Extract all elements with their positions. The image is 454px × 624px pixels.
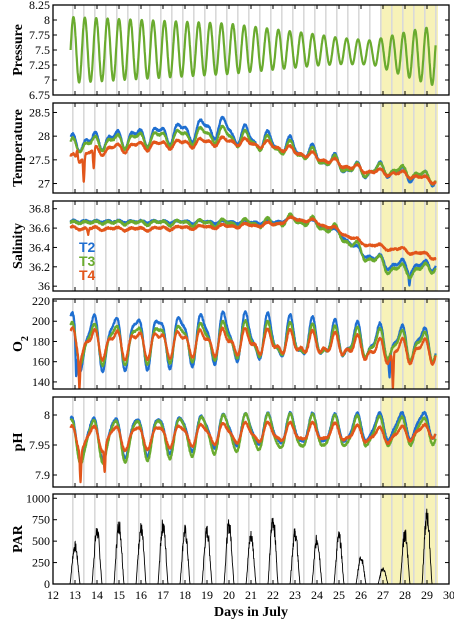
y-tick-label: 160 [32, 355, 50, 369]
series-group [69, 410, 437, 484]
y-tick-label: 7.75 [29, 28, 50, 42]
x-tick-label: 18 [179, 588, 191, 602]
series-group [69, 16, 437, 86]
x-tick-label: 16 [135, 588, 147, 602]
y-tick-label: 28.5 [29, 105, 50, 119]
panel-oxygen: 140 160 180 200 220 O2 [11, 294, 450, 390]
legend-entry-T2: T2 [79, 239, 96, 255]
x-tick-label: 15 [113, 588, 125, 602]
panels: 6.7577.257.57.7588.25Pressure2727.52828.… [11, 0, 450, 591]
x-tick-label: 26 [355, 588, 367, 602]
y-axis-label-subscript: 2 [20, 336, 31, 341]
y-tick-label: 140 [32, 375, 50, 389]
x-tick-label: 28 [399, 588, 411, 602]
series-T4-line [69, 215, 437, 261]
y-tick-label: 200 [32, 314, 50, 328]
series-T4-line [69, 135, 437, 186]
y-tick-label: 27.5 [29, 153, 50, 167]
x-tick-label: 29 [421, 588, 433, 602]
y-tick-label: 500 [32, 534, 50, 548]
series-group [69, 212, 437, 287]
series-T3-line [69, 212, 437, 280]
x-tick-label: 30 [443, 588, 454, 602]
y-tick-label: 36.2 [29, 260, 50, 274]
x-axis: 12 13 14 15 16 17 18 19 20 21 22 23 24 25 26 27 28 29 30 [47, 588, 454, 602]
y-axis-label-oxygen: O2 [11, 336, 31, 352]
legend-entry-T4: T4 [79, 267, 96, 283]
series-pressure-line [69, 16, 437, 86]
x-tick-label: 17 [157, 588, 169, 602]
series-par-line [69, 508, 437, 584]
y-tick-label: 8 [44, 408, 50, 422]
x-tick-label: 23 [289, 588, 301, 602]
y-tick-label: 36.6 [29, 221, 50, 235]
x-axis-label: Days in July [214, 605, 288, 620]
series-group [69, 115, 437, 188]
x-tick-label: 19 [201, 588, 213, 602]
y-tick-label: 7.25 [29, 58, 50, 72]
series-group [69, 310, 437, 389]
y-tick-label: 8 [44, 13, 50, 27]
y-tick-label: 36.8 [29, 202, 50, 216]
y-axis-label-salinity: Salinity [11, 223, 26, 269]
y-tick-label: 7.95 [29, 438, 50, 452]
y-tick-label: 28 [38, 129, 50, 143]
x-tick-label: 27 [377, 588, 389, 602]
y-tick-label: 27 [38, 177, 50, 191]
y-tick-label: 7 [44, 73, 50, 87]
y-tick-label: 7.5 [35, 43, 50, 57]
y-tick-label: 1000 [26, 491, 50, 505]
x-tick-label: 14 [91, 588, 103, 602]
y-axis-label-par: PAR [11, 524, 26, 553]
highlight-band [380, 494, 438, 584]
x-tick-label: 22 [267, 588, 279, 602]
panel-par: 0 250 500 750 1000 PAR [11, 491, 450, 591]
y-tick-label: 220 [32, 294, 50, 308]
x-tick-label: 21 [245, 588, 257, 602]
y-tick-label: 7.9 [35, 468, 50, 482]
series-T4-line [69, 326, 437, 389]
x-tick-label: 25 [333, 588, 345, 602]
x-tick-label: 12 [47, 588, 59, 602]
series-T4-line [69, 420, 437, 484]
y-tick-label: 0 [44, 577, 50, 591]
y-tick-label: 36.4 [29, 240, 50, 254]
series-group [69, 508, 437, 584]
y-axis-label-pressure: Pressure [11, 24, 26, 76]
legend-entry-T3: T3 [79, 253, 96, 269]
x-tick-label: 13 [69, 588, 81, 602]
y-axis-label-ph: pH [11, 433, 26, 452]
y-tick-label: 250 [32, 556, 50, 570]
y-tick-label: 8.25 [29, 0, 50, 12]
x-tick-label: 20 [223, 588, 235, 602]
y-tick-label: 6.75 [29, 88, 50, 102]
y-tick-label: 750 [32, 513, 50, 527]
x-tick-label: 24 [311, 588, 323, 602]
y-tick-label: 180 [32, 334, 50, 348]
panel-ph: 7.9 7.95 8 pH [11, 396, 450, 488]
y-tick-label: 36 [38, 279, 50, 293]
y-axis-label-temperature: Temperature [11, 109, 26, 187]
